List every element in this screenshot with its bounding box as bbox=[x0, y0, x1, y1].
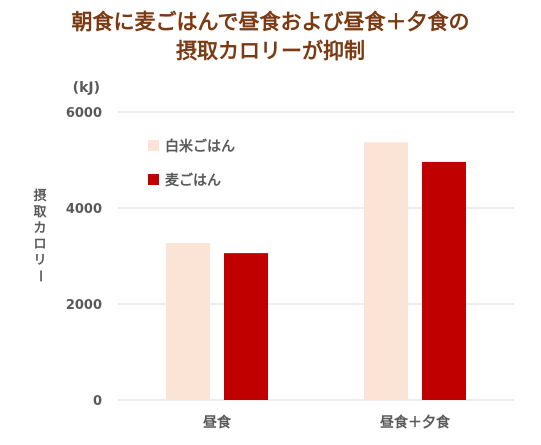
axes: 0 2000 4000 6000 昼食 昼食＋夕食 bbox=[66, 106, 451, 431]
bar-white-rice-1 bbox=[364, 142, 408, 401]
bar-barley-rice-0 bbox=[224, 253, 268, 400]
chart-title-line1: 朝食に麦ごはんで昼食および昼食＋夕食の bbox=[71, 10, 470, 34]
legend-label-1: 麦ごはん bbox=[165, 172, 221, 189]
y-axis-label: 摂取カロリー bbox=[32, 188, 47, 283]
x-category-label: 昼食 bbox=[203, 414, 232, 431]
y-axis-label-char: リ bbox=[33, 253, 46, 268]
y-axis-label-char: カ bbox=[33, 221, 46, 236]
chart-title-line2: 摂取カロリーが抑制 bbox=[176, 39, 365, 63]
y-axis-label-char: 摂 bbox=[33, 188, 46, 204]
legend-label-0: 白米ごはん bbox=[165, 138, 235, 155]
y-tick-label: 6000 bbox=[66, 106, 102, 121]
y-tick-label: 0 bbox=[93, 394, 102, 409]
y-unit-label: (kJ) bbox=[73, 80, 100, 96]
y-axis-label-char: 取 bbox=[33, 205, 47, 220]
bar-white-rice-0 bbox=[166, 243, 210, 400]
y-axis-label-char: ー bbox=[32, 269, 47, 282]
bars bbox=[166, 142, 466, 401]
x-category-label: 昼食＋夕食 bbox=[380, 414, 451, 431]
chart-title: 朝食に麦ごはんで昼食および昼食＋夕食の 摂取カロリーが抑制 bbox=[0, 8, 541, 66]
y-tick-label: 2000 bbox=[66, 298, 102, 313]
legend-swatch-0 bbox=[148, 140, 159, 151]
legend-swatch-1 bbox=[148, 174, 159, 185]
bar-barley-rice-1 bbox=[422, 161, 466, 400]
y-tick-label: 4000 bbox=[66, 202, 102, 217]
y-axis-label-char: ロ bbox=[33, 237, 46, 252]
